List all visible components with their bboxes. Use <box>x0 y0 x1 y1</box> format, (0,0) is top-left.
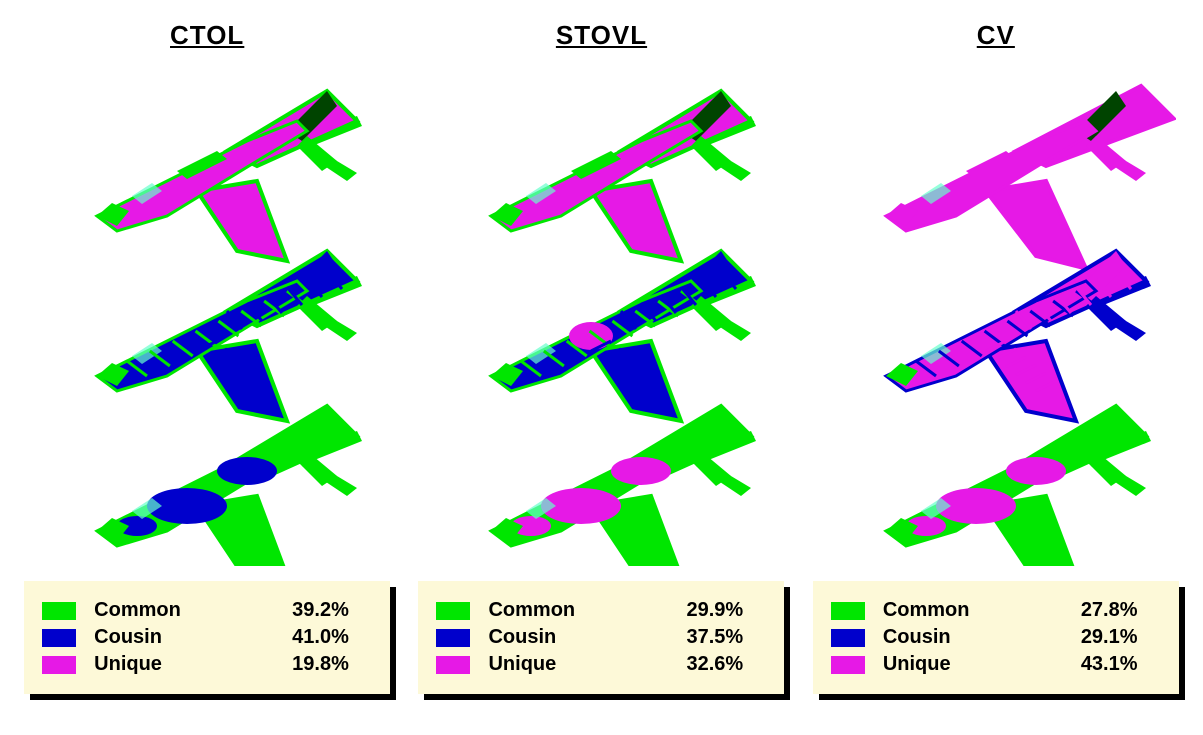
legend-swatch <box>831 602 865 620</box>
legend-row: Unique19.8% <box>42 653 372 676</box>
legend-box: Common39.2%Cousin41.0%Unique19.8% <box>24 581 390 694</box>
legend-row: Common27.8% <box>831 599 1161 622</box>
legend-label: Common <box>883 599 1081 622</box>
variant-column: CV <box>809 20 1183 694</box>
legend-label: Cousin <box>94 626 292 649</box>
legend-value: 29.1% <box>1081 626 1161 649</box>
legend-label: Unique <box>883 653 1081 676</box>
legend-box: Common29.9%Cousin37.5%Unique32.6% <box>418 581 784 694</box>
legend-label: Common <box>488 599 686 622</box>
legend-swatch <box>831 656 865 674</box>
legend-value: 19.8% <box>292 653 372 676</box>
legend-swatch <box>436 602 470 620</box>
legend-row: Common39.2% <box>42 599 372 622</box>
aircraft-diagram <box>20 61 394 571</box>
legend-value: 37.5% <box>686 626 766 649</box>
variant-column: CTOL <box>20 20 394 694</box>
legend-value: 29.9% <box>686 599 766 622</box>
legend-value: 27.8% <box>1081 599 1161 622</box>
legend-row: Cousin29.1% <box>831 626 1161 649</box>
legend-swatch <box>42 602 76 620</box>
legend-row: Cousin37.5% <box>436 626 766 649</box>
variant-title: CTOL <box>170 20 244 51</box>
legend-row: Unique43.1% <box>831 653 1161 676</box>
legend-label: Cousin <box>883 626 1081 649</box>
legend-label: Common <box>94 599 292 622</box>
legend-value: 43.1% <box>1081 653 1161 676</box>
legend-label: Unique <box>94 653 292 676</box>
legend-row: Common29.9% <box>436 599 766 622</box>
legend-row: Cousin41.0% <box>42 626 372 649</box>
legend-value: 39.2% <box>292 599 372 622</box>
legend-swatch <box>831 629 865 647</box>
legend-value: 41.0% <box>292 626 372 649</box>
variant-title: CV <box>977 20 1015 51</box>
legend-swatch <box>436 629 470 647</box>
variant-title: STOVL <box>556 20 647 51</box>
aircraft-diagram <box>809 61 1183 571</box>
legend-box: Common27.8%Cousin29.1%Unique43.1% <box>813 581 1179 694</box>
aircraft-diagram <box>414 61 788 571</box>
legend-value: 32.6% <box>686 653 766 676</box>
legend-label: Cousin <box>488 626 686 649</box>
legend-row: Unique32.6% <box>436 653 766 676</box>
variant-column: STOVL <box>414 20 788 694</box>
legend-swatch <box>42 629 76 647</box>
legend-swatch <box>42 656 76 674</box>
legend-label: Unique <box>488 653 686 676</box>
legend-swatch <box>436 656 470 674</box>
